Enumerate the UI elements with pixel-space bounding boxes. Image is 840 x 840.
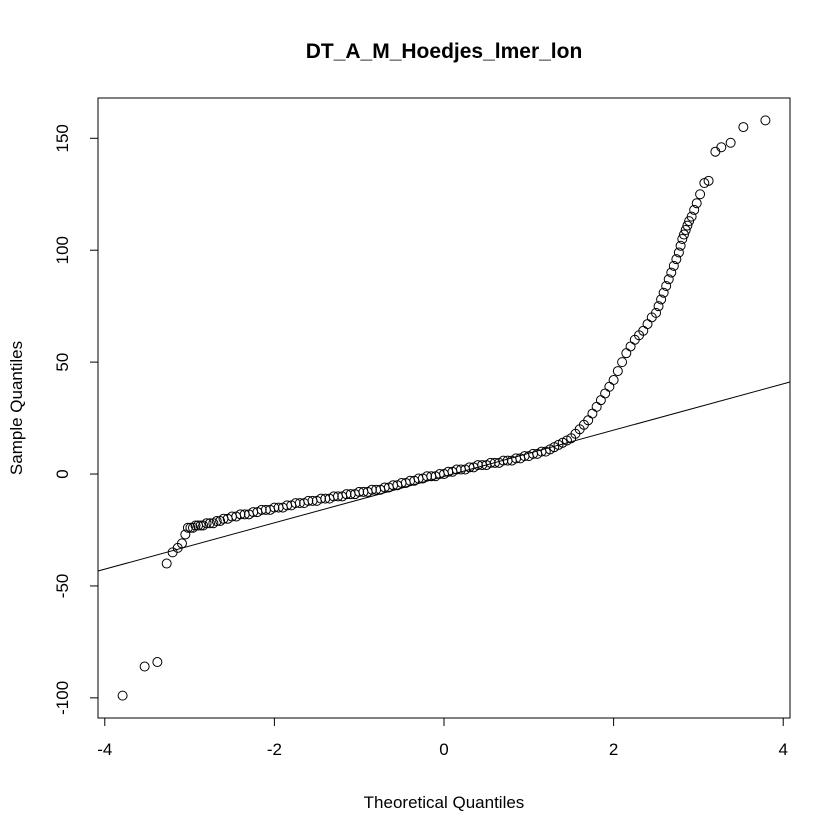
x-tick-label: 2 [609,740,618,759]
data-point [161,558,172,569]
data-point [673,247,684,258]
y-tick-label: 50 [53,353,72,372]
data-point [316,493,327,504]
data-point [604,381,615,392]
data-point [625,341,636,352]
data-point [612,366,623,377]
data-point [656,294,667,305]
x-axis: -4 -2 0 2 4 [97,717,788,759]
data-point [642,319,653,330]
data-point [485,457,496,468]
data-point [658,287,669,298]
data-point [617,357,628,368]
data-point [472,460,483,471]
data-point [195,520,206,531]
data-point [208,518,219,529]
x-tick-label: -2 [267,740,282,759]
data-point [204,518,215,529]
data-point [215,516,226,527]
data-point [716,142,727,153]
data-point [738,122,749,133]
data-point [201,518,212,529]
data-point [608,375,619,386]
data-point [139,661,150,672]
plot-frame [97,97,791,719]
chart-title: DT_A_M_Hoedjes_lmer_lon [306,40,583,63]
data-point [198,520,209,531]
data-point [354,486,365,497]
y-tick-label: 150 [53,124,72,152]
data-point [668,260,679,271]
data-point [180,529,191,540]
y-axis-label: Sample Quantiles [7,341,26,475]
data-point [182,522,193,533]
data-point [328,491,339,502]
data-point [235,509,246,520]
data-point [675,240,686,251]
data-point [682,220,693,231]
data-point [710,146,721,157]
data-point [663,274,674,285]
x-tick-label: 0 [439,740,448,759]
data-point [290,498,301,509]
data-point [725,137,736,148]
data-point [661,281,672,292]
data-point [152,657,163,668]
data-point [269,502,280,513]
data-point [760,115,771,126]
data-point [190,520,201,531]
data-point [677,234,688,245]
y-tick-label: 0 [53,469,72,478]
data-point [366,484,377,495]
data-point [666,267,677,278]
data-point [703,175,714,186]
data-point [691,198,702,209]
x-tick-label: 4 [778,740,787,759]
y-tick-label: -50 [53,574,72,599]
data-point [498,455,509,466]
y-tick-label: 100 [53,236,72,264]
data-point [451,464,462,475]
data-point [211,516,222,527]
data-point [591,401,602,412]
data-point [686,211,697,222]
data-points [117,115,771,701]
data-point [600,388,611,399]
data-point [587,408,598,419]
data-point [653,301,664,312]
data-point [422,471,433,482]
data-point [187,522,198,533]
data-point [303,495,314,506]
data-point [595,395,606,406]
data-point [689,204,700,215]
data-point [651,307,662,318]
data-point [117,690,128,701]
data-point [256,504,267,515]
data-point [621,348,632,359]
data-point [671,254,682,265]
data-point [680,225,691,236]
x-tick-label: -4 [97,740,112,759]
data-point [176,538,187,549]
y-tick-label: -100 [53,681,72,715]
data-point [678,229,689,240]
data-point [341,489,352,500]
x-axis-label: Theoretical Quantiles [364,793,525,812]
data-point [695,189,706,200]
data-point [185,522,196,533]
y-axis: -100 -50 0 50 100 150 [53,124,99,715]
